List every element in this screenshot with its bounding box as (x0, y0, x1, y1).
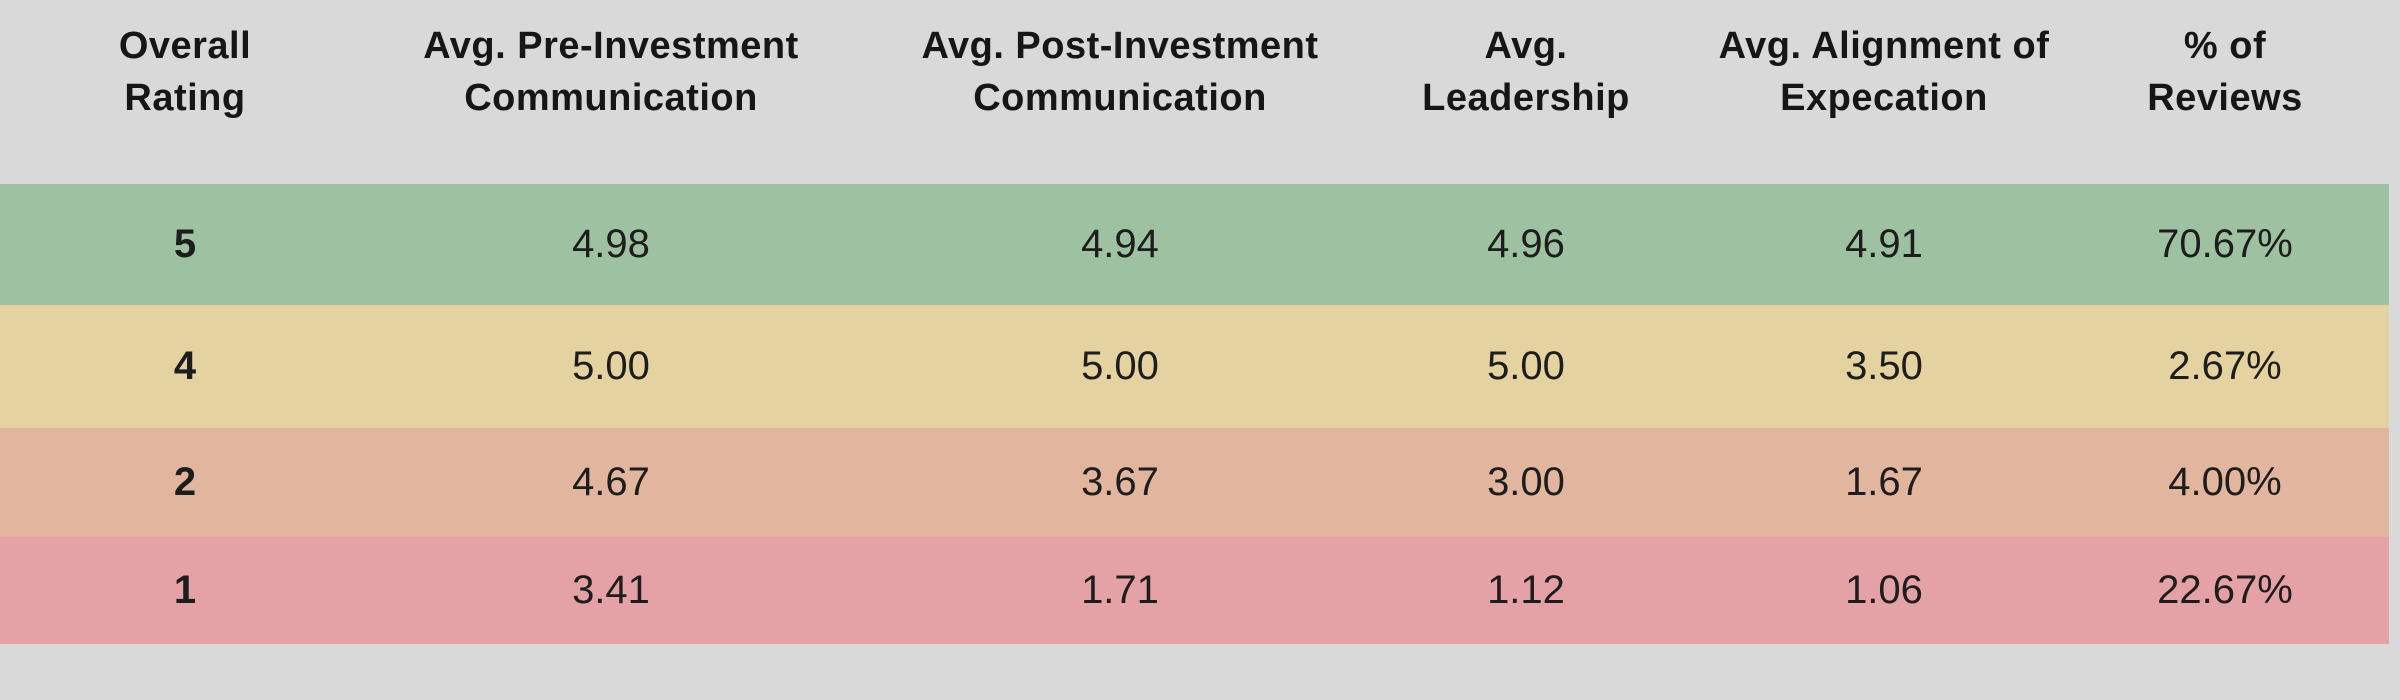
table-row-rating-1: 1 3.41 1.71 1.12 1.06 22.67% (0, 537, 2389, 644)
table-row-rating-5: 5 4.98 4.94 4.96 4.91 70.67% (0, 184, 2389, 305)
cell-pre-investment-communication: 3.41 (572, 568, 650, 612)
cell-post-investment-communication: 5.00 (1081, 344, 1159, 388)
cell-pre-investment-communication: 4.98 (572, 222, 650, 266)
cell-pre-investment-communication: 5.00 (572, 344, 650, 388)
header-line: % of (2183, 25, 2267, 67)
header-line: Rating (124, 77, 246, 119)
cell-leadership: 1.12 (1487, 568, 1565, 612)
cell-overall-rating: 2 (173, 460, 197, 504)
header-cell-leadership: Avg. Leadership (1388, 0, 1664, 184)
header-cell-post-investment-communication: Avg. Post-Investment Communication (852, 0, 1388, 184)
header-cell-pre-investment-communication: Avg. Pre-Investment Communication (370, 0, 852, 184)
header-line: Avg. (1484, 25, 1568, 67)
header-line: Overall (118, 25, 252, 67)
cell-post-investment-communication: 4.94 (1081, 222, 1159, 266)
header-cell-overall-rating: Overall Rating (0, 0, 370, 184)
cell-pct-of-reviews: 2.67% (2168, 344, 2282, 388)
table-header-row: Overall Rating Avg. Pre-Investment Commu… (0, 0, 2389, 184)
cell-overall-rating: 1 (173, 568, 197, 612)
header-line: Leadership (1422, 77, 1630, 119)
header-cell-alignment-of-expectation: Avg. Alignment of Expecation (1664, 0, 2104, 184)
cell-alignment-of-expectation: 3.50 (1845, 344, 1923, 388)
header-line: Reviews (2147, 77, 2303, 119)
header-line: Communication (464, 77, 758, 119)
cell-leadership: 3.00 (1487, 460, 1565, 504)
cell-leadership: 4.96 (1487, 222, 1565, 266)
bottom-spacer (0, 644, 2389, 700)
header-line: Communication (973, 77, 1267, 119)
cell-post-investment-communication: 3.67 (1081, 460, 1159, 504)
cell-pre-investment-communication: 4.67 (572, 460, 650, 504)
cell-alignment-of-expectation: 1.67 (1845, 460, 1923, 504)
table-row-rating-4: 4 5.00 5.00 5.00 3.50 2.67% (0, 305, 2389, 428)
header-line: Avg. Pre-Investment (423, 25, 799, 67)
cell-overall-rating: 4 (173, 344, 197, 388)
cell-leadership: 5.00 (1487, 344, 1565, 388)
table-row-rating-2: 2 4.67 3.67 3.00 1.67 4.00% (0, 428, 2389, 537)
cell-pct-of-reviews: 4.00% (2168, 460, 2282, 504)
cell-alignment-of-expectation: 1.06 (1845, 568, 1923, 612)
cell-post-investment-communication: 1.71 (1081, 568, 1159, 612)
header-line: Expecation (1780, 77, 1988, 119)
cell-pct-of-reviews: 70.67% (2157, 222, 2293, 266)
header-line: Avg. Post-Investment (921, 25, 1319, 67)
header-cell-pct-of-reviews: % of Reviews (2104, 0, 2346, 184)
cell-pct-of-reviews: 22.67% (2157, 568, 2293, 612)
cell-alignment-of-expectation: 4.91 (1845, 222, 1923, 266)
cell-overall-rating: 5 (173, 222, 197, 266)
header-line: Avg. Alignment of (1718, 25, 2050, 67)
